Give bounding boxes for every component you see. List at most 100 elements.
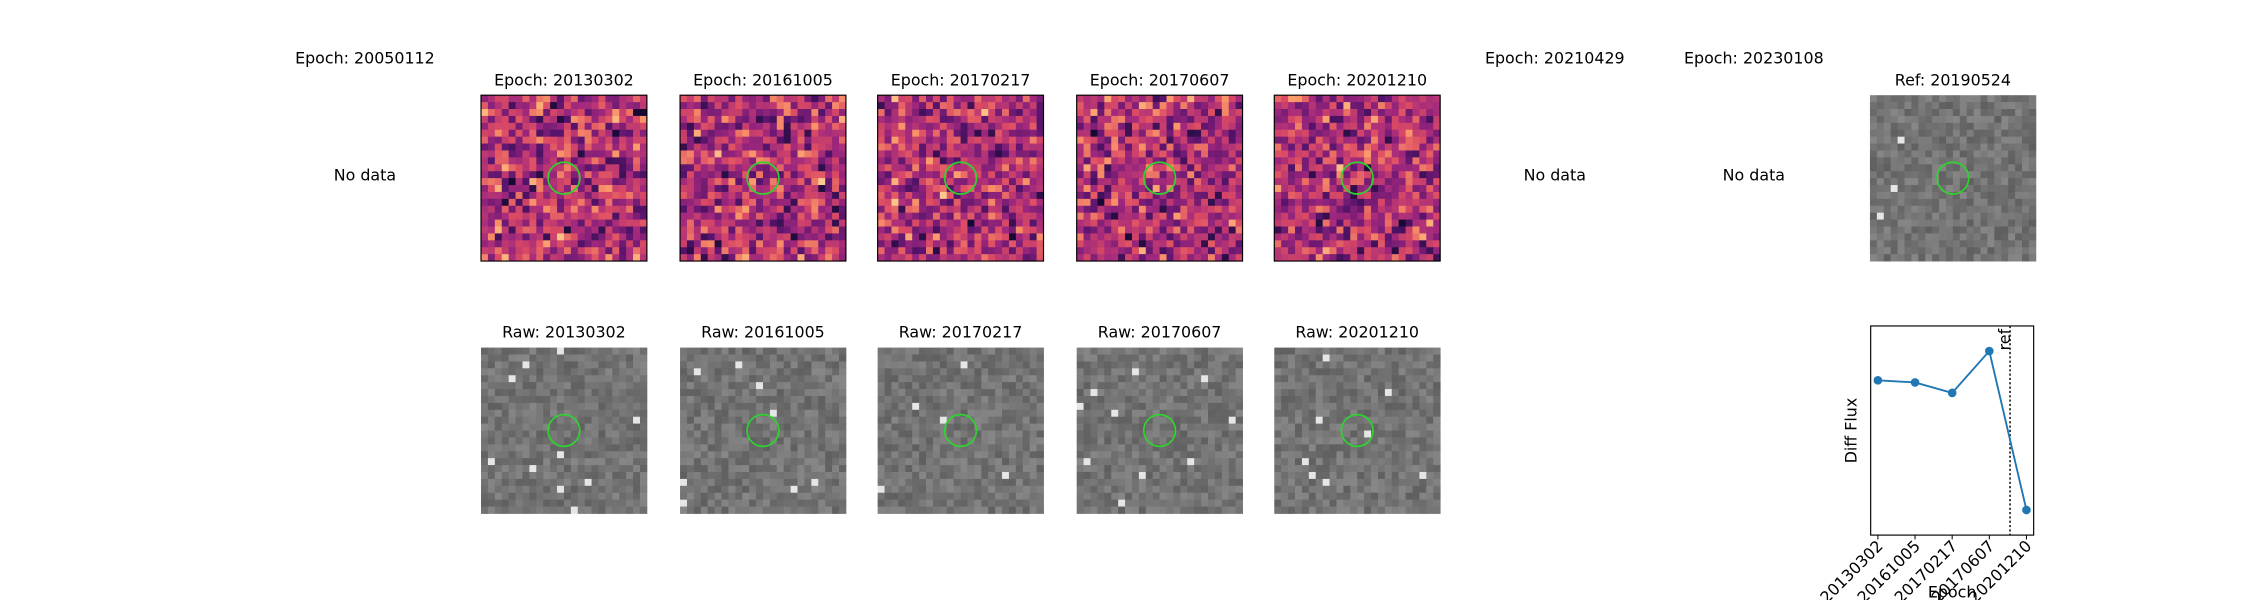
pixel xyxy=(707,247,716,255)
pixel xyxy=(811,354,819,362)
pixel xyxy=(693,240,702,248)
pixel xyxy=(988,212,996,221)
pixel xyxy=(543,157,551,165)
pixel xyxy=(783,395,792,404)
pixel xyxy=(797,198,805,207)
pixel xyxy=(898,430,906,438)
pixel xyxy=(953,150,962,158)
pixel xyxy=(728,430,736,438)
pixel xyxy=(487,136,496,145)
pixel xyxy=(714,375,722,383)
pixel xyxy=(522,226,530,234)
pixel xyxy=(481,444,489,452)
pixel xyxy=(508,115,516,124)
pixel xyxy=(1214,109,1223,117)
pixel xyxy=(1301,150,1310,158)
pixel xyxy=(1002,212,1010,221)
pixel xyxy=(639,437,648,445)
pixel xyxy=(884,240,892,248)
pixel xyxy=(790,205,798,214)
pixel xyxy=(804,375,812,383)
pixel xyxy=(1952,157,1961,165)
pixel xyxy=(776,164,785,172)
pixel xyxy=(1939,254,1947,262)
pixel xyxy=(1987,150,1995,158)
pixel xyxy=(591,458,599,466)
pixel xyxy=(515,444,523,452)
pixel xyxy=(1166,95,1174,103)
pixel xyxy=(919,226,927,234)
pixel xyxy=(1159,254,1167,262)
pixel xyxy=(877,164,885,172)
pixel xyxy=(946,233,955,241)
pixel xyxy=(700,185,709,193)
pixel xyxy=(818,458,826,466)
pixel xyxy=(1138,150,1147,158)
pixel xyxy=(515,122,523,131)
pixel xyxy=(953,109,962,117)
pixel xyxy=(1904,95,1912,103)
pixel xyxy=(728,458,736,466)
pixel xyxy=(1384,115,1393,124)
pixel xyxy=(974,191,982,200)
pixel xyxy=(1036,395,1044,404)
pixel xyxy=(1201,212,1209,221)
pixel xyxy=(1308,240,1317,248)
pixel xyxy=(1384,102,1393,110)
pixel xyxy=(932,205,941,214)
pixel xyxy=(686,122,695,131)
pixel xyxy=(494,205,503,214)
pixel xyxy=(1987,226,1995,234)
pixel xyxy=(536,361,544,369)
pixel xyxy=(797,402,805,411)
pixel xyxy=(1343,150,1351,158)
pixel xyxy=(919,115,927,124)
pixel xyxy=(1201,240,1209,248)
pixel xyxy=(967,361,975,369)
pixel xyxy=(529,136,537,145)
pixel xyxy=(481,437,489,445)
pixel xyxy=(995,171,1003,179)
pixel xyxy=(1876,164,1885,172)
pixel xyxy=(598,478,606,487)
pixel xyxy=(891,185,899,193)
pixel xyxy=(543,361,551,369)
pixel xyxy=(1152,212,1161,221)
pixel xyxy=(1890,115,1899,124)
pixel xyxy=(1959,129,1968,138)
pixel xyxy=(1228,178,1237,186)
pixel xyxy=(756,423,764,431)
pixel xyxy=(2001,102,2009,110)
pixel xyxy=(839,368,847,376)
pixel xyxy=(1398,122,1407,131)
pixel xyxy=(721,389,729,397)
pixel xyxy=(735,226,743,234)
pixel xyxy=(1966,219,1975,227)
pixel xyxy=(1315,226,1324,234)
pixel xyxy=(790,409,798,418)
pixel xyxy=(1036,115,1044,124)
pixel xyxy=(749,409,757,418)
pixel xyxy=(2015,136,2023,145)
pixel xyxy=(721,129,729,138)
pixel xyxy=(2008,219,2016,227)
pixel xyxy=(1918,171,1926,179)
pixel xyxy=(1419,205,1427,214)
pixel xyxy=(783,471,792,480)
pixel xyxy=(577,178,586,186)
pixel xyxy=(1364,240,1372,248)
pixel xyxy=(898,409,906,418)
pixel xyxy=(762,136,771,145)
pixel xyxy=(686,402,695,411)
pixel xyxy=(776,368,785,376)
pixel xyxy=(797,423,805,431)
pixel xyxy=(1194,171,1202,179)
pixel xyxy=(877,157,885,165)
pixel xyxy=(619,361,627,369)
pixel xyxy=(529,506,537,514)
pixel xyxy=(839,219,847,227)
pixel xyxy=(1002,254,1010,262)
pixel xyxy=(839,157,847,165)
pixel xyxy=(811,437,819,445)
pixel xyxy=(756,430,764,438)
